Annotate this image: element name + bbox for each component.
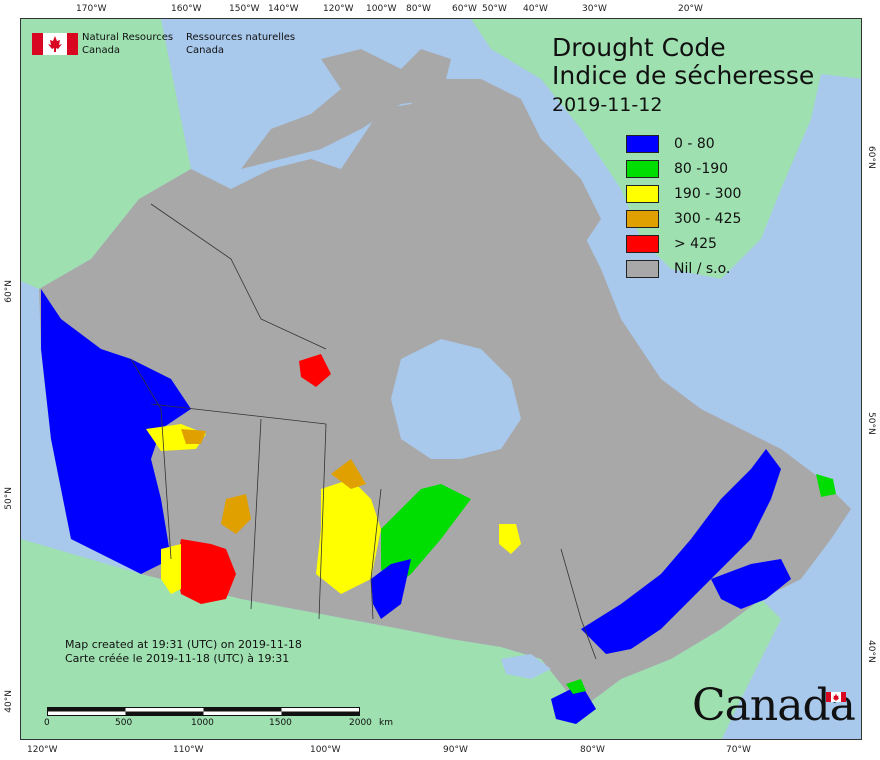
wordmark-flag-icon — [826, 692, 846, 702]
bottom-tick: 80°W — [580, 745, 605, 755]
drought-zone-ontario-yellow — [499, 524, 521, 554]
scale-label: 500 — [115, 718, 133, 728]
boundary-sk-mb — [318, 423, 327, 620]
legend-label: 0 - 80 — [674, 136, 715, 152]
top-tick: 20°W — [678, 4, 703, 14]
arctic-islands — [241, 49, 451, 169]
title-fr: Indice de sécheresse — [552, 61, 815, 90]
boundary-ab-sk — [250, 418, 262, 610]
bottom-tick: 100°W — [310, 745, 341, 755]
map-date: 2019-11-12 — [552, 94, 663, 116]
map-title: Drought Code Indice de sécheresse 2019-1… — [552, 34, 814, 120]
boundary-on-qc — [560, 548, 597, 660]
scale-unit: km — [379, 718, 393, 728]
right-tick: 40°N — [866, 640, 876, 663]
legend-label: 80 -190 — [674, 161, 729, 177]
bottom-tick: 120°W — [27, 745, 58, 755]
credit-fr: Carte créée le 2019-11-18 (UTC) à 19:31 — [65, 652, 290, 665]
drought-zone-bc-blue — [41, 289, 191, 574]
top-tick: 100°W — [366, 4, 397, 14]
map-credits: Map created at 19:31 (UTC) on 2019-11-18… — [65, 638, 302, 666]
scale-label: 1500 — [269, 718, 292, 728]
boundary-bc-ab — [130, 358, 172, 560]
top-tick: 40°W — [523, 4, 548, 14]
top-tick: 30°W — [582, 4, 607, 14]
top-tick: 160°W — [171, 4, 202, 14]
baffin-island — [491, 119, 601, 249]
top-tick: 170°W — [76, 4, 107, 14]
legend-label: Nil / s.o. — [674, 261, 731, 277]
usa-land — [21, 539, 781, 739]
top-tick: 150°W — [229, 4, 260, 14]
drought-zone-prairie-orange — [221, 494, 251, 534]
drought-zone-sask-yellow — [316, 479, 381, 594]
drought-zone-north-orange — [181, 429, 206, 444]
canada-wordmark: Canada — [692, 680, 856, 731]
scale-label: 0 — [44, 718, 50, 728]
boundary-territories — [150, 203, 327, 350]
drought-zone-nwt-red — [299, 354, 331, 387]
drought-zone-sask-orange — [331, 459, 366, 489]
drought-zone-prairie-yellow — [161, 544, 181, 594]
bottom-tick: 70°W — [726, 745, 751, 755]
left-tick: 60°N — [4, 280, 14, 303]
legend-swatch — [626, 185, 659, 203]
legend-swatch — [626, 260, 659, 278]
agency-name-fr-1: Ressources naturelles — [186, 32, 296, 43]
top-tick: 80°W — [406, 4, 431, 14]
legend-swatch — [626, 160, 659, 178]
top-tick: 120°W — [323, 4, 354, 14]
canada-flag-icon — [32, 33, 78, 55]
scale-label: 2000 — [349, 718, 372, 728]
agency-name-en-2: Canada — [82, 45, 121, 56]
left-tick: 50°N — [4, 487, 14, 510]
legend-swatch — [626, 210, 659, 228]
legend-label: 190 - 300 — [674, 186, 742, 202]
title-en: Drought Code — [552, 33, 726, 62]
bottom-tick: 90°W — [443, 745, 468, 755]
credit-en: Map created at 19:31 (UTC) on 2019-11-18 — [65, 638, 302, 651]
agency-name-en-1: Natural Resources — [82, 32, 174, 43]
map-svg — [21, 19, 861, 739]
drought-zone-prairie-red — [176, 539, 236, 604]
drought-zone-ontario-west-blue — [371, 559, 411, 619]
scale-bar-graphic — [47, 707, 360, 716]
top-tick: 60°W — [452, 4, 477, 14]
top-tick: 50°W — [482, 4, 507, 14]
right-tick: 60°N — [866, 146, 876, 169]
agency-name-fr-2: Canada — [186, 45, 225, 56]
drought-zone-quebec-blue — [581, 449, 781, 654]
drought-zone-south-ontario-blue — [551, 684, 596, 724]
great-lakes — [501, 654, 551, 679]
map-canvas — [20, 18, 862, 740]
boundary-60n — [150, 403, 327, 425]
right-tick: 50°N — [866, 412, 876, 435]
legend-label: > 425 — [674, 236, 717, 252]
drought-zone-maritimes-blue — [711, 559, 791, 609]
drought-zone-nfld-green — [816, 474, 836, 497]
bottom-tick: 110°W — [173, 745, 204, 755]
left-tick: 40°N — [4, 690, 14, 713]
legend-label: 300 - 425 — [674, 211, 742, 227]
greenland-land — [471, 19, 861, 279]
legend-swatch — [626, 235, 659, 253]
legend-swatch — [626, 135, 659, 153]
top-tick: 140°W — [268, 4, 299, 14]
alaska-land — [21, 19, 191, 289]
drought-zone-south-ontario-green — [566, 679, 586, 694]
scale-bar: 0 500 1000 1500 2000 km — [44, 704, 393, 728]
hudson-bay — [391, 339, 521, 459]
boundary-mb-on — [370, 488, 382, 620]
scale-label: 1000 — [191, 718, 214, 728]
